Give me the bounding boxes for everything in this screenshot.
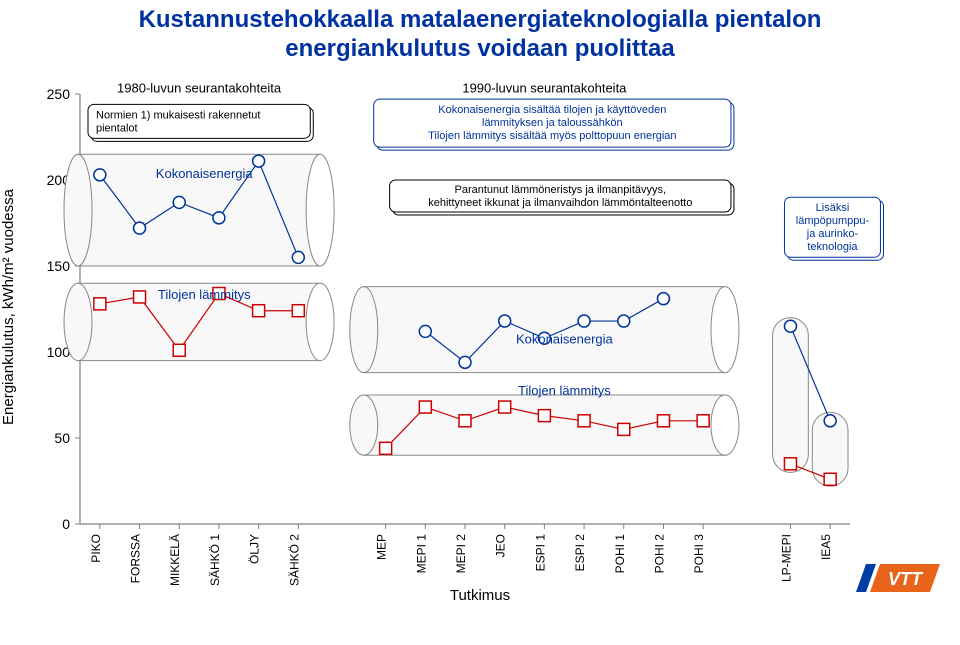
data-point-circle	[253, 155, 265, 167]
xtick-label: MIKKELÄ	[168, 534, 182, 586]
xtick-label: POHI 1	[613, 533, 627, 573]
data-point-circle	[499, 315, 511, 327]
data-point-circle	[173, 196, 185, 208]
group-label-1990: 1990-luvun seurantakohteita	[462, 80, 627, 95]
data-point-square	[784, 457, 796, 469]
xtick-label: IEA5	[819, 533, 833, 559]
xtick-label: PIKO	[89, 534, 103, 563]
x-axis-label: Tutkimus	[450, 587, 510, 604]
xtick-label: MEPI 1	[414, 533, 428, 573]
data-point-circle	[94, 168, 106, 180]
data-point-circle	[784, 320, 796, 332]
data-point-circle	[618, 315, 630, 327]
xtick-label: POHI 3	[692, 533, 706, 573]
data-point-square	[253, 304, 265, 316]
annotation-text: Normien 1) mukaisesti rakennetut	[96, 109, 260, 121]
annotation-text: lämpöpumppu-	[796, 215, 870, 227]
xtick-label: POHI 2	[652, 533, 666, 573]
title-line-2: energiankulutus voidaan puolittaa	[285, 35, 674, 62]
data-point-circle	[213, 211, 225, 223]
data-point-square	[538, 409, 550, 421]
data-point-square	[618, 423, 630, 435]
xtick-label: MEPI 2	[454, 533, 468, 573]
data-point-circle	[459, 356, 471, 368]
data-point-circle	[292, 251, 304, 263]
vtt-logo-text: VTT	[888, 569, 924, 589]
data-point-square	[134, 291, 146, 303]
annotation-text: kehittyneet ikkunat ja ilmanvaihdon lämm…	[428, 197, 692, 209]
data-point-square	[697, 414, 709, 426]
data-point-square	[380, 442, 392, 454]
data-point-square	[173, 344, 185, 356]
mid-label-kokonais: Kokonaisenergia	[516, 331, 614, 346]
data-point-square	[499, 401, 511, 413]
ytick-label: 0	[62, 516, 70, 532]
xtick-label: FORSSA	[129, 534, 143, 583]
xtick-label: JEO	[494, 534, 508, 557]
annotation-text: pientalot	[96, 122, 138, 134]
title-line-1: Kustannustehokkaalla matalaenergiateknol…	[139, 6, 822, 33]
xtick-label: SÄHKÖ 1	[208, 533, 222, 585]
data-point-square	[578, 414, 590, 426]
annotation-text: lämmityksen ja taloussähkön	[482, 117, 623, 129]
data-point-square	[419, 401, 431, 413]
annotation-text: teknologia	[807, 241, 858, 253]
annotation-text: Tilojen lämmitys sisältää myös polttopuu…	[428, 130, 676, 142]
data-point-square	[657, 414, 669, 426]
chart-svg: 050100150200250PIKOFORSSAMIKKELÄSÄHKÖ 1Ö…	[0, 64, 960, 604]
ytick-label: 50	[54, 430, 70, 446]
xtick-label: ESPI 1	[533, 533, 547, 571]
data-point-circle	[419, 325, 431, 337]
xtick-label: MEP	[375, 534, 389, 560]
ytick-label: 150	[47, 258, 71, 274]
data-point-circle	[134, 222, 146, 234]
annotation-text: Lisäksi	[816, 202, 850, 214]
annotation-text: Parantunut lämmöneristys ja ilmanpitävyy…	[455, 184, 667, 196]
xtick-label: SÄHKÖ 2	[287, 533, 301, 585]
label-tilojen: Tilojen lämmitys	[158, 287, 251, 302]
xtick-label: ESPI 2	[573, 533, 587, 571]
ytick-label: 250	[47, 86, 71, 102]
data-point-circle	[657, 292, 669, 304]
data-point-square	[459, 414, 471, 426]
data-point-square	[292, 304, 304, 316]
data-point-square	[824, 473, 836, 485]
label-kokonaisenergia: Kokonaisenergia	[156, 166, 254, 181]
chart-area: Energiankulutus, kWh/m² vuodessa 0501001…	[0, 64, 960, 604]
data-point-circle	[578, 315, 590, 327]
annotation-text: ja aurinko-	[806, 228, 859, 240]
data-point-square	[94, 297, 106, 309]
y-axis-label: Energiankulutus, kWh/m² vuodessa	[0, 189, 17, 425]
annotation-text: Kokonaisenergia sisältää tilojen ja käyt…	[438, 104, 666, 116]
xtick-label: ÖLJY	[248, 534, 262, 564]
mid-label-tilojen: Tilojen lämmitys	[518, 383, 611, 398]
xtick-label: LP-MEPI	[779, 534, 793, 582]
data-point-circle	[824, 414, 836, 426]
group-label-1980: 1980-luvun seurantakohteita	[117, 80, 282, 95]
